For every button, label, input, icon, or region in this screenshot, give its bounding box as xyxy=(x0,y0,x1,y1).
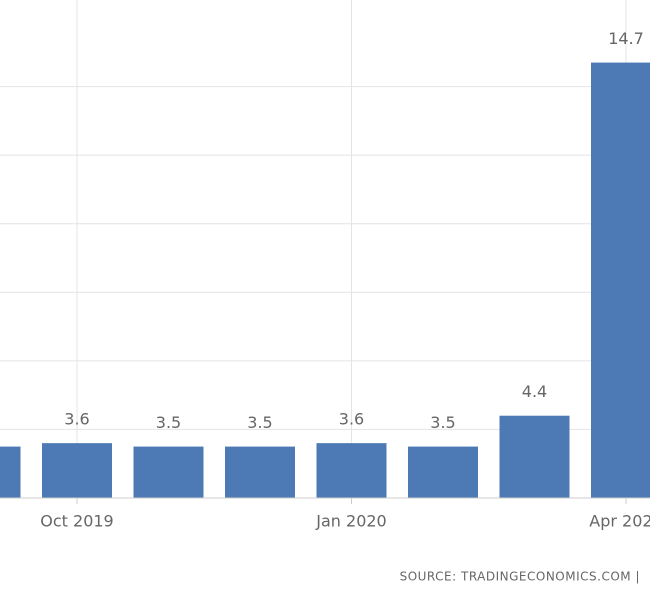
source: SOURCE: TRADINGECONOMICS.COM | xyxy=(400,570,640,584)
value-label: 3.5 xyxy=(247,413,272,432)
value-label: 3.5 xyxy=(156,413,181,432)
bar xyxy=(42,443,112,498)
value-label: 3.5 xyxy=(430,413,455,432)
bar xyxy=(316,443,387,498)
bar xyxy=(408,446,478,498)
bar xyxy=(0,446,21,498)
x-tick-label: Apr 2020 xyxy=(589,512,650,531)
bar xyxy=(225,446,295,498)
value-label: 3.6 xyxy=(339,410,364,429)
x-tick-label: Jan 2020 xyxy=(315,512,386,531)
bar xyxy=(499,415,570,498)
bar xyxy=(591,62,650,498)
value-label: 4.4 xyxy=(522,382,547,401)
value-label: 14.7 xyxy=(608,29,644,48)
x-tick-label: Oct 2019 xyxy=(40,512,113,531)
bar xyxy=(133,446,204,498)
value-label: 3.6 xyxy=(64,410,89,429)
